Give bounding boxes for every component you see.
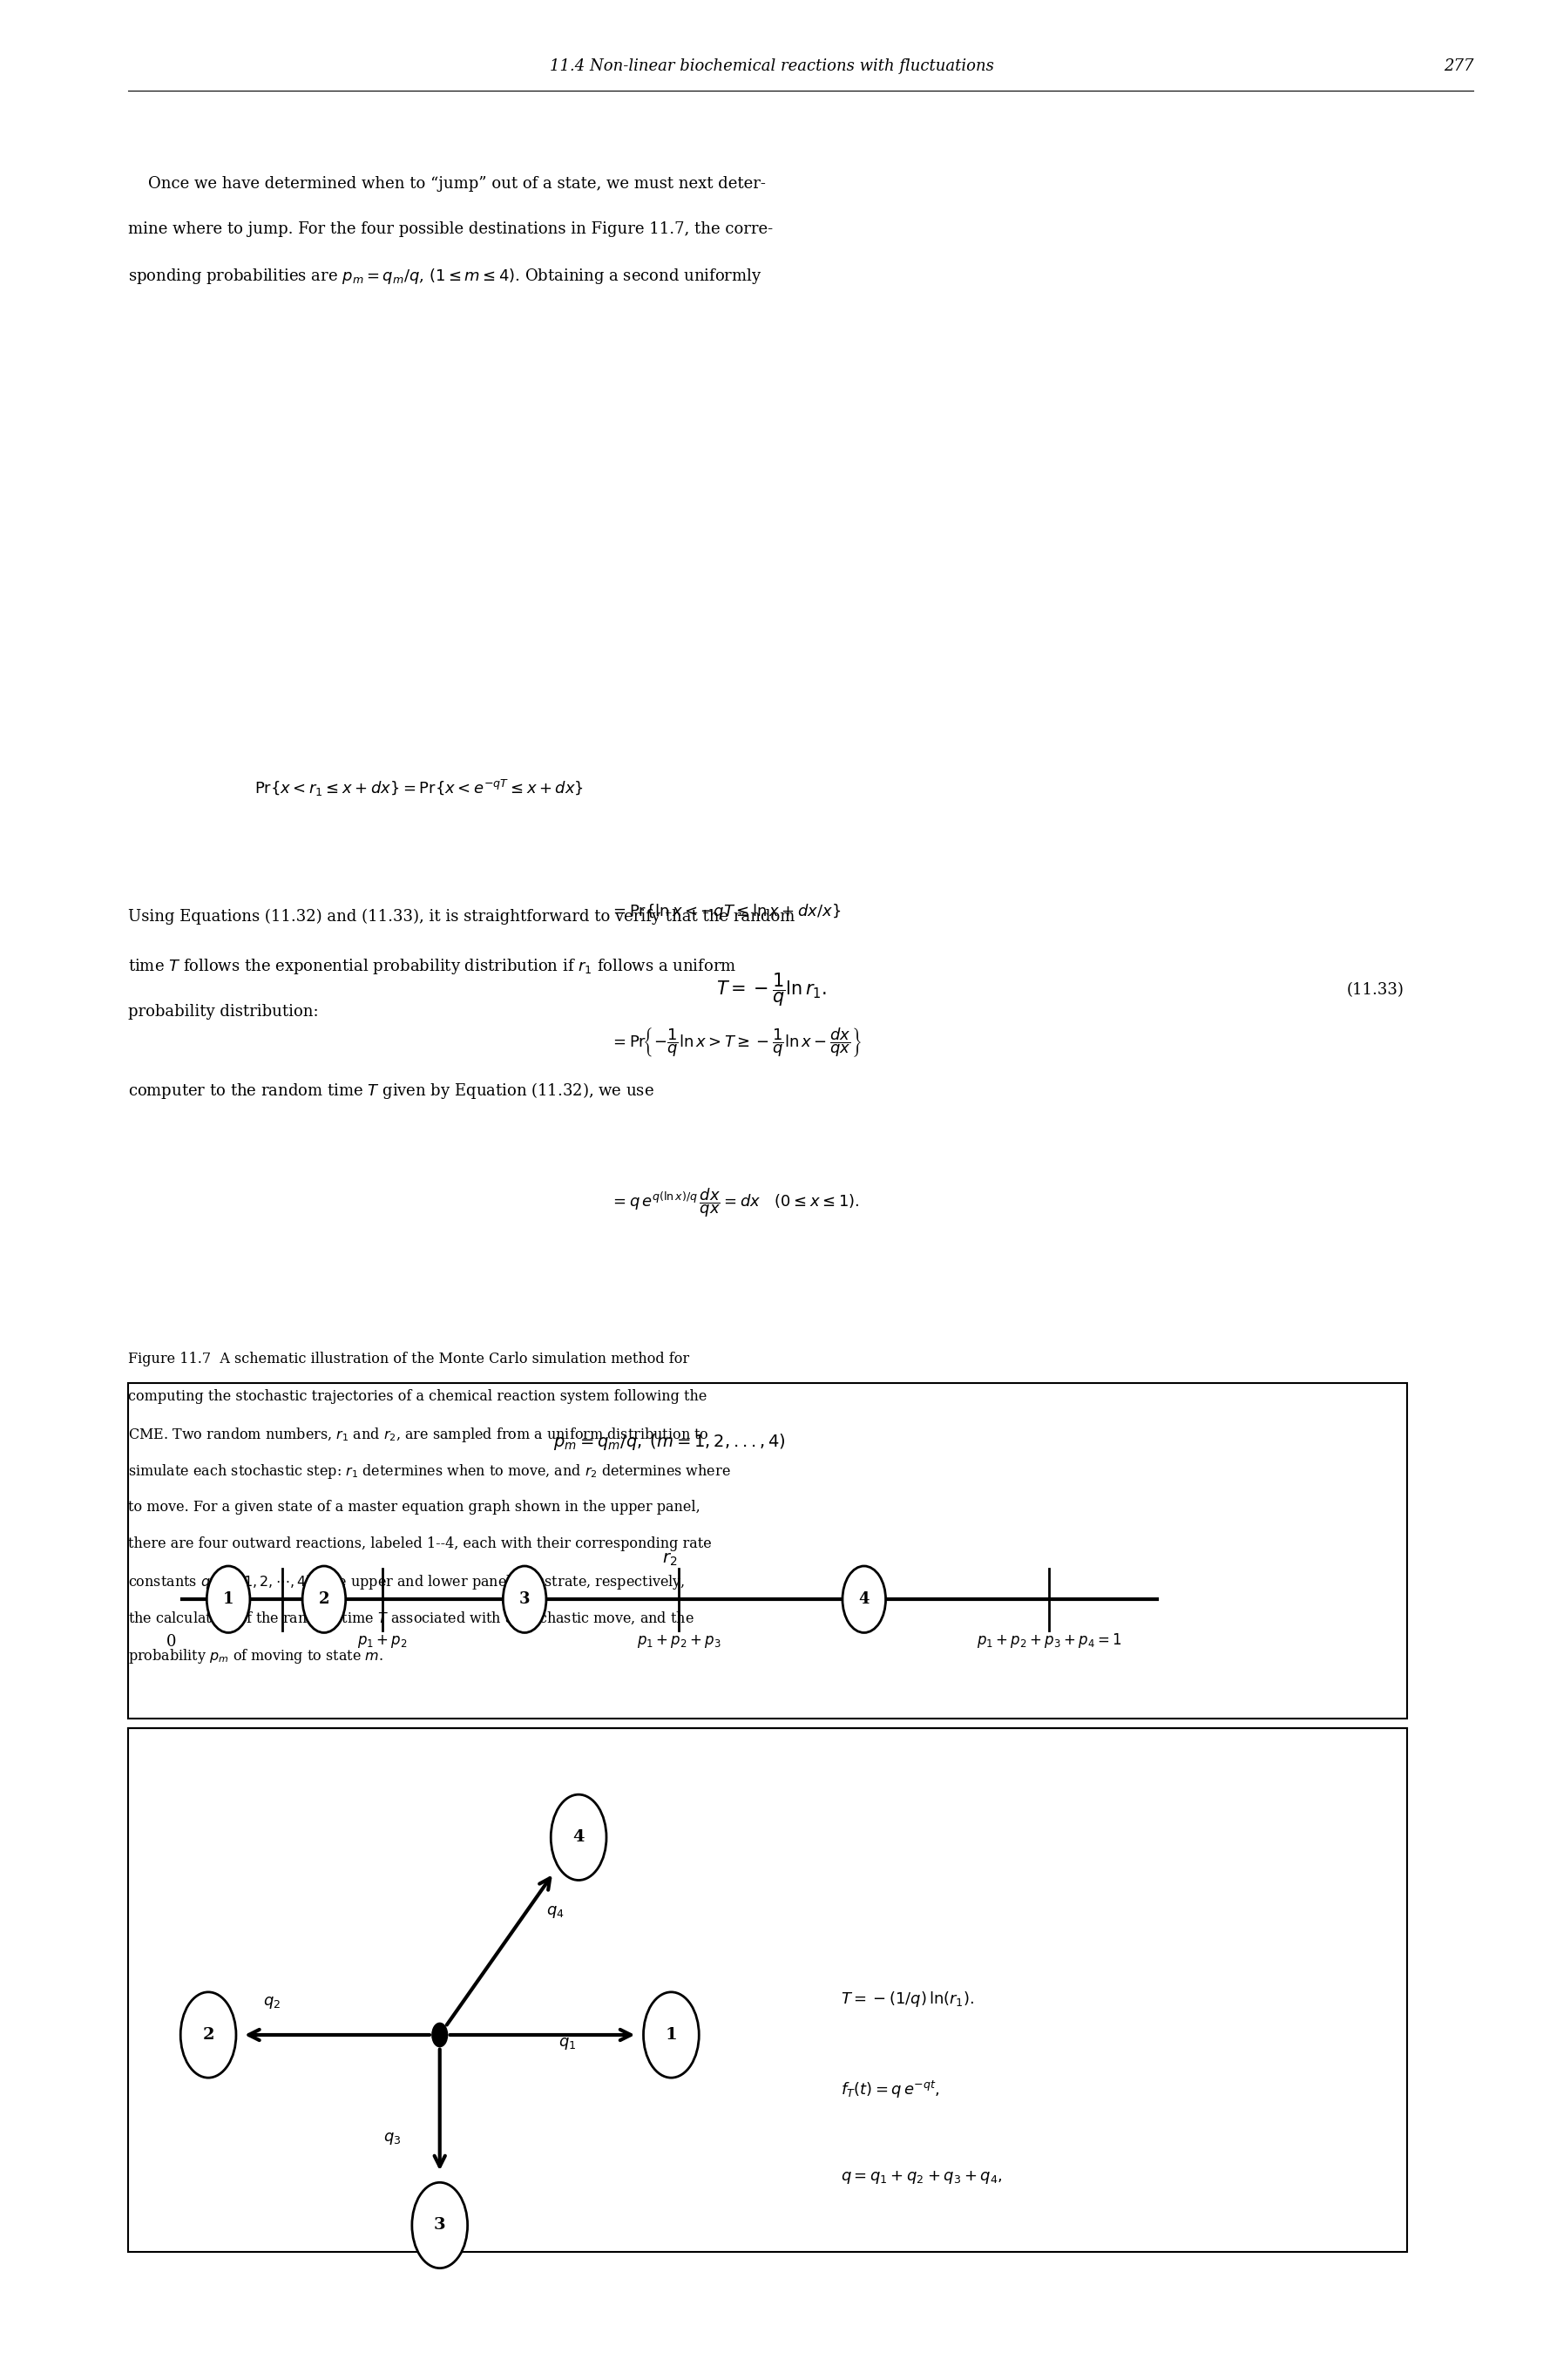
Text: there are four outward reactions, labeled 1--4, each with their corresponding ra: there are four outward reactions, labele…: [128, 1537, 711, 1552]
Text: $p_1+p_2+p_3$: $p_1+p_2+p_3$: [637, 1633, 721, 1649]
Text: $p_m= q_m/q,\;(m=1,2,...,4)$: $p_m= q_m/q,\;(m=1,2,...,4)$: [554, 1433, 785, 1452]
Text: probability distribution:: probability distribution:: [128, 1004, 318, 1021]
Text: computing the stochastic trajectories of a chemical reaction system following th: computing the stochastic trajectories of…: [128, 1388, 707, 1404]
Text: probability $p_m$ of moving to state $m$.: probability $p_m$ of moving to state $m$…: [128, 1647, 383, 1666]
Circle shape: [551, 1795, 606, 1880]
Text: 277: 277: [1444, 60, 1474, 74]
Text: $\mathrm{Pr}\{x < r_1 \leq x + dx\} = \mathrm{Pr}\{x < e^{-qT} \leq x + dx\}$: $\mathrm{Pr}\{x < r_1 \leq x + dx\} = \m…: [255, 778, 583, 797]
Text: simulate each stochastic step: $r_1$ determines when to move, and $r_2$ determin: simulate each stochastic step: $r_1$ det…: [128, 1461, 731, 1480]
Bar: [128, 1728, 1407, 2251]
Text: CME. Two random numbers, $r_1$ and $r_2$, are sampled from a uniform distributio: CME. Two random numbers, $r_1$ and $r_2$…: [128, 1426, 708, 1445]
Circle shape: [412, 2182, 468, 2268]
Text: $T = -\dfrac{1}{q}\ln r_1.$: $T = -\dfrac{1}{q}\ln r_1.$: [716, 971, 827, 1009]
Text: 3: 3: [518, 1592, 531, 1607]
Text: $= q\,e^{q(\ln x)/q}\,\dfrac{dx}{qx} = dx \quad (0 \leq x \leq 1).$: $= q\,e^{q(\ln x)/q}\,\dfrac{dx}{qx} = d…: [609, 1188, 859, 1219]
Text: 4: 4: [572, 1830, 585, 1845]
Text: 11.4 Non-linear biochemical reactions with fluctuations: 11.4 Non-linear biochemical reactions wi…: [549, 60, 994, 74]
Text: $q_1$: $q_1$: [559, 2035, 576, 2052]
Text: $q_3$: $q_3$: [383, 2130, 401, 2147]
Text: (11.33): (11.33): [1347, 983, 1404, 997]
Circle shape: [432, 2023, 447, 2047]
Text: 2: 2: [202, 2028, 214, 2042]
Circle shape: [503, 1566, 546, 1633]
Circle shape: [302, 1566, 346, 1633]
Circle shape: [181, 1992, 236, 2078]
Circle shape: [842, 1566, 886, 1633]
Text: 4: 4: [858, 1592, 870, 1607]
Text: $q_4$: $q_4$: [546, 1904, 565, 1921]
Text: $= \mathrm{Pr}\!\left\{-\dfrac{1}{q}\ln x > T \geq -\dfrac{1}{q}\ln x - \dfrac{d: $= \mathrm{Pr}\!\left\{-\dfrac{1}{q}\ln …: [609, 1026, 861, 1059]
Text: 2: 2: [318, 1592, 330, 1607]
Text: $f_T(t) = q\,e^{-qt},$: $f_T(t) = q\,e^{-qt},$: [841, 2080, 940, 2099]
Text: the calculation of the random time $T$ associated with a stochastic move, and th: the calculation of the random time $T$ a…: [128, 1609, 694, 1626]
Text: time $T$ follows the exponential probability distribution if $r_1$ follows a uni: time $T$ follows the exponential probabi…: [128, 957, 736, 976]
Text: 0: 0: [167, 1633, 176, 1649]
Text: Using Equations (11.32) and (11.33), it is straightforward to verify that the ra: Using Equations (11.32) and (11.33), it …: [128, 909, 795, 926]
Text: 3: 3: [434, 2218, 446, 2232]
Text: $p_1+p_2$: $p_1+p_2$: [358, 1633, 407, 1649]
Circle shape: [643, 1992, 699, 2078]
Text: computer to the random time $T$ given by Equation (11.32), we use: computer to the random time $T$ given by…: [128, 1081, 654, 1100]
Circle shape: [207, 1566, 250, 1633]
Text: constants $q_i$ ($i = 1, 2, \cdots , 4$). The upper and lower panels illustrate,: constants $q_i$ ($i = 1, 2, \cdots , 4$)…: [128, 1573, 685, 1592]
Bar: [128, 1383, 1407, 1718]
Text: $= \mathrm{Pr}\{\ln x < -qT \leq \ln x + dx/x\}$: $= \mathrm{Pr}\{\ln x < -qT \leq \ln x +…: [609, 902, 841, 921]
Text: $T = -(1/q)\,\ln(r_1).$: $T = -(1/q)\,\ln(r_1).$: [841, 1990, 975, 2009]
Text: $q = q_1 + q_2 + q_3 + q_4,$: $q = q_1 + q_2 + q_3 + q_4,$: [841, 2171, 1003, 2185]
Text: Once we have determined when to “jump” out of a state, we must next deter-: Once we have determined when to “jump” o…: [128, 176, 765, 193]
Text: $q_2$: $q_2$: [264, 1994, 281, 2011]
Text: Figure 11.7  A schematic illustration of the Monte Carlo simulation method for: Figure 11.7 A schematic illustration of …: [128, 1352, 690, 1366]
Text: 1: 1: [222, 1592, 235, 1607]
Text: $p_1+p_2+p_3+p_4=1$: $p_1+p_2+p_3+p_4=1$: [977, 1630, 1122, 1649]
Text: sponding probabilities are $p_m = q_m/q$, $(1 \leq m \leq 4)$. Obtaining a secon: sponding probabilities are $p_m = q_m/q$…: [128, 267, 762, 286]
Text: 1: 1: [665, 2028, 677, 2042]
Text: mine where to jump. For the four possible destinations in Figure 11.7, the corre: mine where to jump. For the four possibl…: [128, 221, 773, 238]
Text: to move. For a given state of a master equation graph shown in the upper panel,: to move. For a given state of a master e…: [128, 1499, 701, 1514]
Text: $r_2$: $r_2$: [662, 1552, 677, 1568]
